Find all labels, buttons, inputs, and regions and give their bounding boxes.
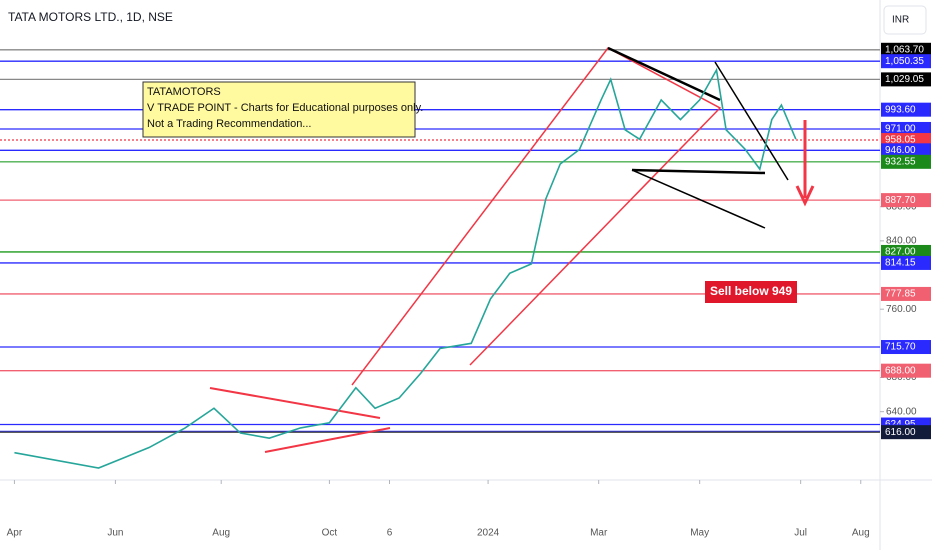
currency-box[interactable] (883, 5, 927, 35)
level-label: 1,063.70 (885, 44, 924, 55)
x-tick-label: Apr (7, 528, 23, 539)
level-label-box (881, 286, 931, 301)
level-label: 688.00 (885, 365, 916, 376)
x-tick-label: 2024 (477, 528, 500, 539)
level-label-box (881, 121, 931, 136)
y-tick-label: 840.00 (886, 235, 917, 246)
level-label-box (881, 340, 931, 355)
x-tick-label: Jul (794, 528, 807, 539)
x-tick-label: Oct (322, 528, 338, 539)
level-label-box (881, 102, 931, 117)
level-label: 1,050.35 (885, 56, 924, 67)
level-label-box (881, 72, 931, 87)
level-label: 715.70 (885, 342, 916, 353)
level-label: 971.00 (885, 124, 916, 135)
level-label: 814.15 (885, 258, 916, 269)
chart-title: TATA MOTORS LTD., 1D, NSE (8, 10, 173, 24)
signal-box (705, 281, 797, 303)
level-label: 958.05 (885, 135, 916, 146)
x-tick-label: 6 (387, 528, 393, 539)
level-label-box (881, 54, 931, 69)
level-label: 887.70 (885, 195, 916, 206)
x-tick-label: Jun (107, 528, 123, 539)
x-tick-label: May (690, 528, 709, 539)
levels: 640.00680.00760.00840.00880.001,063.701,… (0, 42, 931, 440)
annotation-line: TATAMOTORS (147, 86, 221, 98)
annotation-box (142, 81, 416, 138)
level-label: 932.55 (885, 156, 916, 167)
level-label-box (881, 255, 931, 270)
x-tick-label: Aug (852, 528, 870, 539)
level-label-box (881, 42, 931, 57)
level-label: 827.00 (885, 247, 916, 258)
level-label: 1,029.05 (885, 74, 924, 85)
level-label: 616.00 (885, 427, 916, 438)
level-label-box (881, 193, 931, 208)
x-tick-label: Aug (212, 528, 230, 539)
level-label-box (881, 154, 931, 169)
y-tick-label: 760.00 (886, 304, 917, 315)
level-label: 777.85 (885, 289, 916, 300)
level-label: 946.00 (885, 145, 916, 156)
annotation-line: Not a Trading Recommendation... (147, 118, 311, 130)
level-label-box (881, 143, 931, 158)
annotation-line: V TRADE POINT - Charts for Educational p… (147, 102, 423, 114)
price-line (14, 67, 797, 469)
x-tick-label: Mar (590, 528, 608, 539)
currency: INR (892, 15, 909, 26)
level-label-box (881, 244, 931, 259)
level-label-box (881, 425, 931, 440)
y-tick-label: 640.00 (886, 406, 917, 417)
level-label: 993.60 (885, 104, 916, 115)
drawings (209, 46, 815, 453)
price-series (14, 67, 797, 469)
level-label-box (881, 363, 931, 378)
signal-label: Sell below 949 (710, 284, 792, 298)
